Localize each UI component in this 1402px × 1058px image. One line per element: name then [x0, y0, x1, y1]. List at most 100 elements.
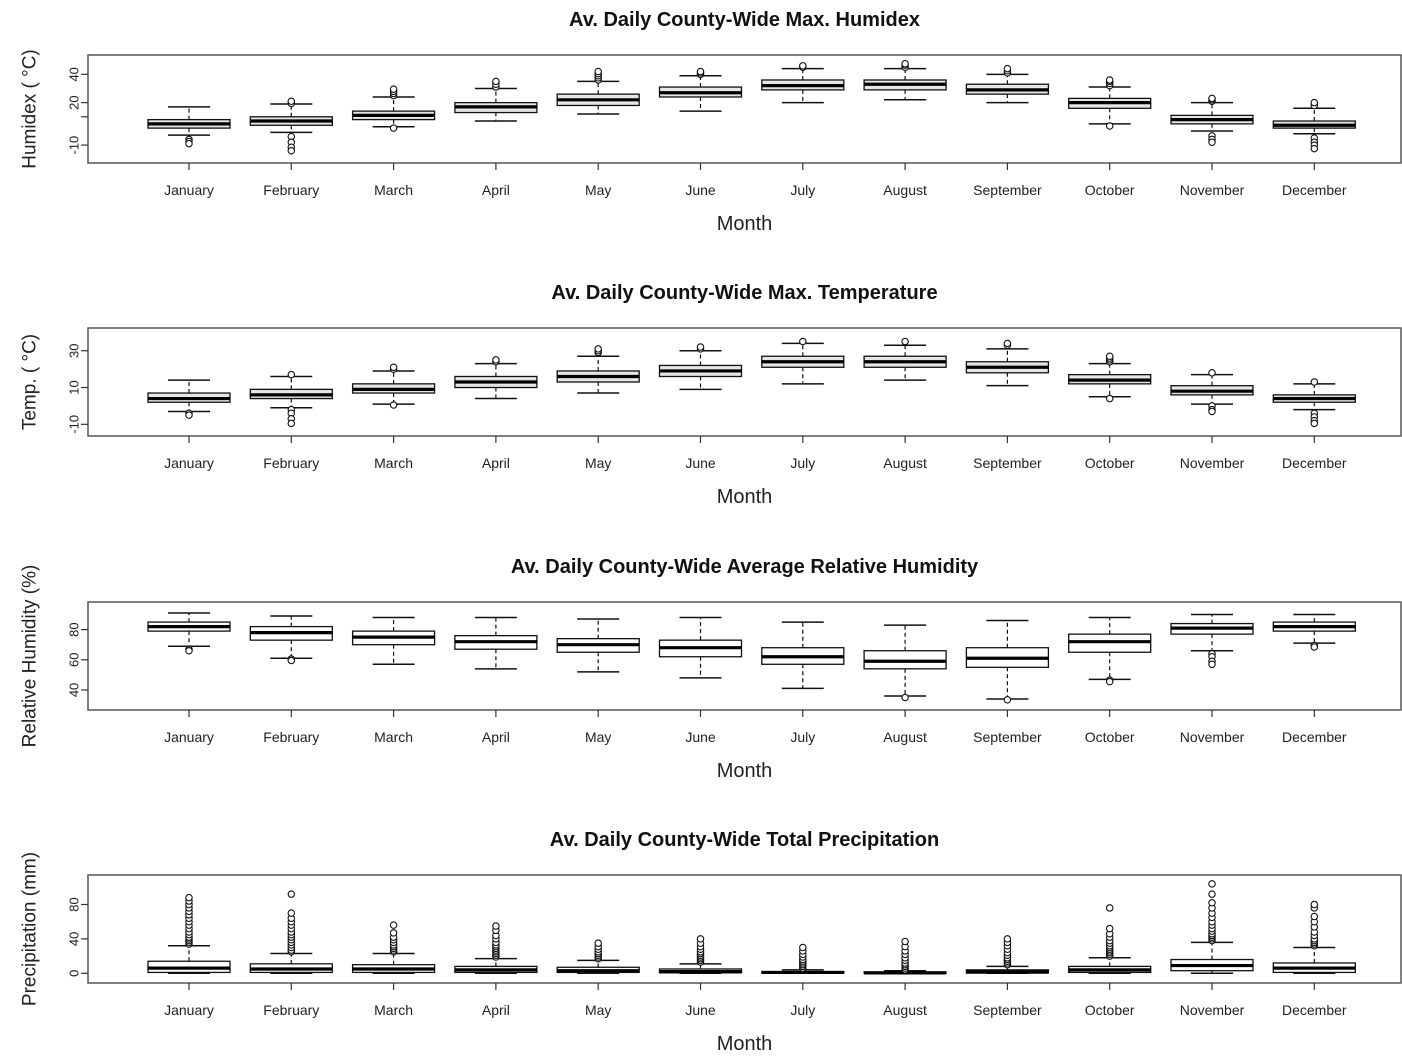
x-tick-label: September — [973, 1002, 1042, 1018]
outlier-point — [185, 411, 193, 419]
x-tick-label: October — [1085, 1002, 1135, 1018]
outlier-point — [799, 943, 807, 952]
y-tick-label: 60 — [67, 653, 82, 667]
plot-frame — [87, 54, 1402, 164]
x-tick-label: March — [374, 729, 413, 745]
outlier-point — [492, 77, 500, 86]
outlier-point — [594, 67, 602, 76]
chart-title: Av. Daily County-Wide Max. Temperature — [551, 282, 937, 304]
outlier-point — [389, 929, 398, 937]
x-tick-label: February — [263, 729, 319, 745]
outlier-point — [1105, 352, 1114, 360]
x-tick-label: April — [482, 455, 510, 471]
y-axis-label: Precipitation (mm) — [20, 852, 41, 1006]
outlier-point — [492, 922, 500, 930]
outlier-point — [1003, 935, 1012, 943]
x-axis-label: Month — [717, 213, 773, 235]
chart-title: Av. Daily County-Wide Total Precipitatio… — [550, 829, 939, 851]
outlier-point — [1310, 144, 1319, 153]
outlier-point — [389, 363, 398, 372]
outlier-point — [1208, 890, 1216, 898]
outlier-point — [1105, 904, 1114, 912]
outlier-point — [287, 909, 296, 917]
x-tick-label: December — [1282, 729, 1347, 745]
x-tick-label: June — [685, 729, 716, 745]
outlier-point — [1105, 122, 1114, 130]
x-tick-label: August — [883, 455, 927, 471]
x-tick-label: September — [973, 729, 1042, 745]
x-tick-label: February — [263, 1002, 319, 1018]
outlier-point — [1208, 407, 1216, 416]
y-tick-label: 20 — [67, 95, 82, 109]
outlier-point — [901, 693, 909, 702]
y-tick-label: 10 — [67, 380, 82, 394]
x-tick-label: November — [1180, 729, 1245, 745]
outlier-point — [799, 62, 807, 70]
chart-title: Av. Daily County-Wide Max. Humidex — [569, 9, 920, 31]
plot-frame — [87, 874, 1402, 984]
outlier-point — [696, 67, 705, 76]
outlier-point — [389, 921, 398, 929]
x-tick-label: September — [973, 455, 1042, 471]
outlier-point — [185, 893, 193, 902]
x-axis-label: Month — [717, 760, 773, 782]
outlier-point — [1003, 339, 1012, 348]
y-tick-label: 80 — [67, 897, 82, 911]
outlier-point — [1310, 643, 1319, 651]
x-tick-label: January — [164, 182, 214, 198]
y-tick-label: -10 — [67, 136, 82, 155]
outlier-point — [1003, 695, 1012, 704]
outlier-point — [287, 890, 296, 898]
outlier-point — [1208, 138, 1216, 147]
outlier-point — [594, 345, 602, 353]
outlier-point — [1105, 76, 1114, 84]
x-tick-label: July — [790, 1002, 815, 1018]
x-tick-label: April — [482, 1002, 510, 1018]
outlier-point — [287, 370, 296, 379]
x-tick-label: August — [883, 729, 927, 745]
x-tick-label: May — [585, 729, 611, 745]
x-axis-label: Month — [717, 1033, 773, 1055]
x-tick-label: December — [1282, 455, 1347, 471]
x-tick-label: July — [790, 182, 815, 198]
x-tick-label: February — [263, 455, 319, 471]
y-tick-label: 30 — [67, 343, 82, 357]
outlier-point — [901, 59, 909, 68]
y-tick-label: 40 — [67, 67, 82, 81]
x-tick-label: June — [685, 182, 716, 198]
x-tick-label: July — [790, 455, 815, 471]
y-axis-label: Temp. ( °C) — [20, 334, 41, 430]
outlier-point — [1105, 924, 1114, 933]
outlier-point — [1310, 912, 1319, 921]
x-tick-label: November — [1180, 1002, 1245, 1018]
outlier-point — [1208, 660, 1216, 669]
x-tick-label: June — [685, 455, 716, 471]
y-axis-label: Humidex ( °C) — [20, 49, 41, 169]
outlier-point — [1310, 98, 1319, 107]
y-tick-label: 40 — [67, 932, 82, 946]
outlier-point — [389, 401, 398, 409]
x-axis-label: Month — [717, 486, 773, 508]
outlier-point — [1208, 899, 1216, 907]
outlier-point — [287, 97, 296, 105]
outlier-point — [1310, 419, 1319, 428]
x-tick-label: January — [164, 729, 214, 745]
outlier-point — [492, 356, 500, 364]
chart-title: Av. Daily County-Wide Average Relative H… — [511, 556, 979, 578]
plot-frame — [87, 327, 1402, 437]
outlier-point — [1003, 64, 1012, 73]
x-tick-label: May — [585, 182, 611, 198]
outlier-point — [185, 646, 193, 655]
x-tick-label: February — [263, 182, 319, 198]
outlier-point — [287, 147, 296, 155]
x-tick-label: March — [374, 182, 413, 198]
outlier-point — [1208, 94, 1216, 103]
y-tick-label: -10 — [67, 415, 82, 434]
x-tick-label: November — [1180, 455, 1245, 471]
outlier-point — [696, 343, 705, 351]
outlier-point — [389, 85, 398, 93]
x-tick-label: August — [883, 1002, 927, 1018]
outlier-point — [1105, 677, 1114, 686]
outlier-point — [1105, 394, 1114, 403]
